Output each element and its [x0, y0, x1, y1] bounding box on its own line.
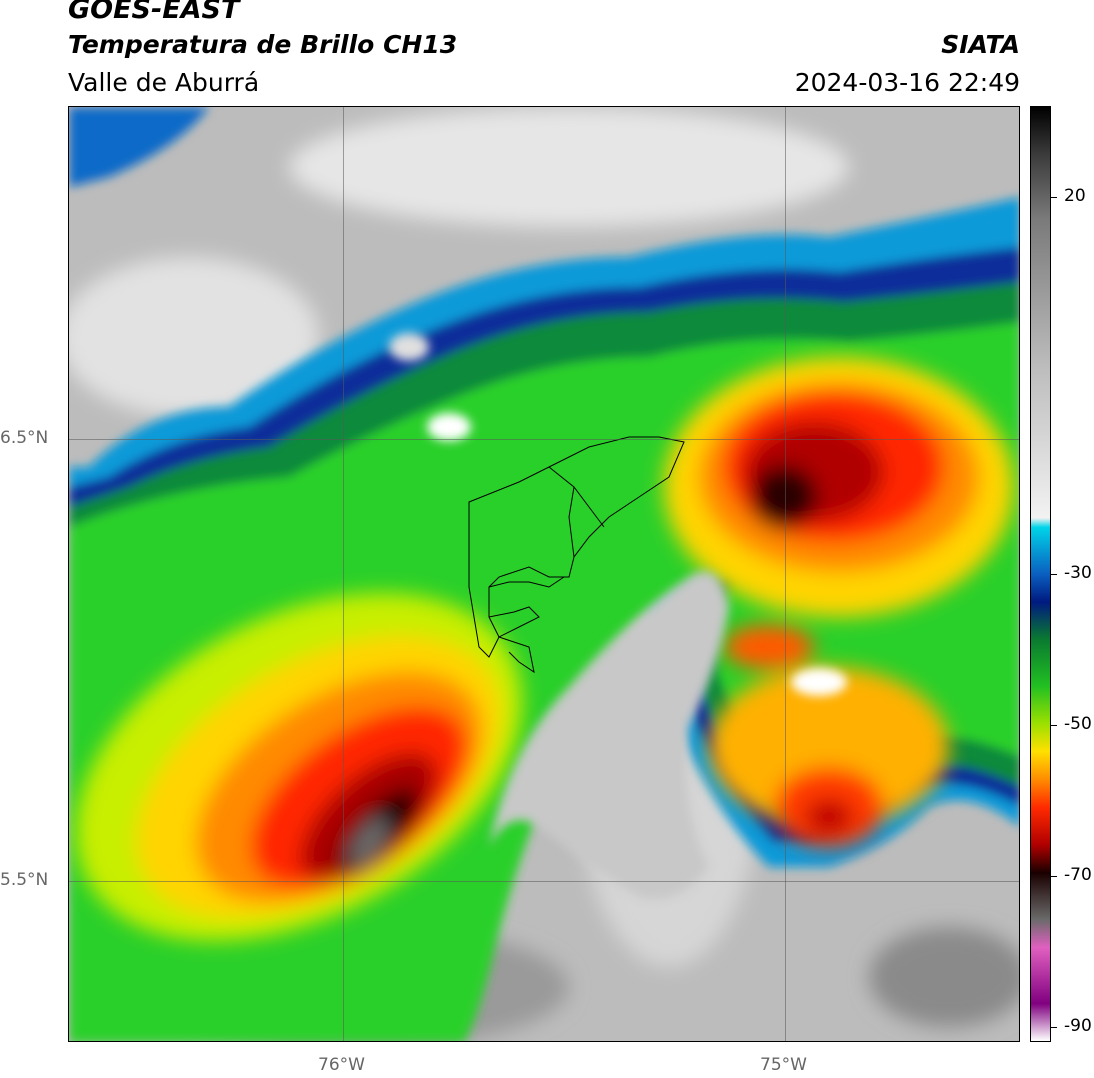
colorbar-tick-label: -90	[1064, 1015, 1092, 1036]
brightness-temperature-field	[69, 107, 1019, 1041]
colorbar-tick-label: 20	[1064, 185, 1086, 206]
latitude-label: 5.5°N	[0, 870, 49, 890]
colorbar-tick-label: -50	[1064, 713, 1092, 734]
latitude-gridline	[69, 881, 1019, 882]
timestamp-label: 2024-03-16 22:49	[794, 68, 1020, 97]
satellite-map[interactable]	[68, 106, 1020, 1042]
organization-label: SIATA	[941, 30, 1020, 59]
colorbar-tick-label: -30	[1064, 563, 1092, 583]
chart-subtitle: Temperatura de Brillo CH13	[68, 30, 458, 59]
latitude-label: 6.5°N	[0, 428, 49, 448]
colorbar-tick	[1051, 875, 1057, 877]
municipal-boundaries	[468, 436, 685, 674]
longitude-gridline	[343, 107, 344, 1041]
colorbar-tick	[1051, 196, 1057, 198]
longitude-label: 76°W	[318, 1055, 365, 1075]
longitude-label: 75°W	[760, 1055, 807, 1075]
chart-title: GOES-EAST	[68, 0, 240, 25]
latitude-gridline	[69, 439, 1019, 440]
longitude-gridline	[785, 107, 786, 1041]
colorbar-tick	[1051, 1026, 1057, 1028]
colorbar	[1030, 106, 1051, 1042]
colorbar-tick-label: -70	[1064, 864, 1092, 885]
colorbar-tick	[1051, 574, 1057, 575]
region-label: Valle de Aburrá	[68, 68, 260, 97]
colorbar-tick	[1051, 724, 1057, 726]
